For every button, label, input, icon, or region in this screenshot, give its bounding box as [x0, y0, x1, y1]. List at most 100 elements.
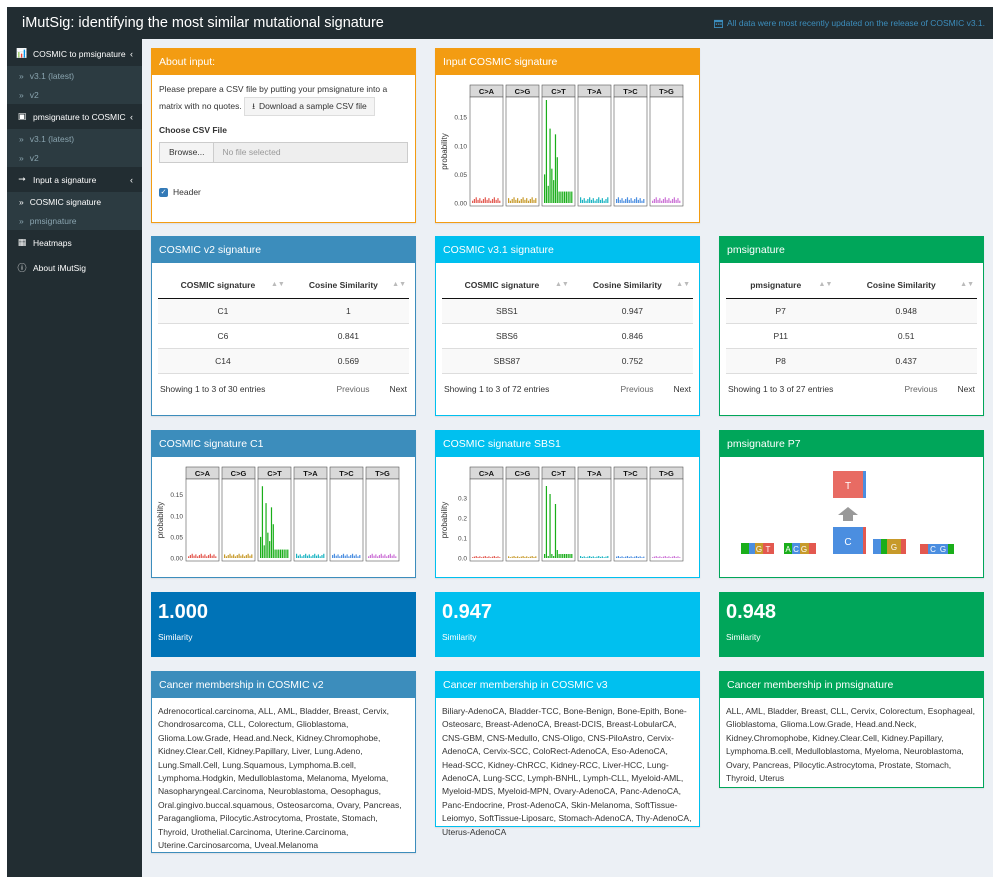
sidebar-subitem-pmsignature[interactable]: » pmsignature	[7, 211, 142, 230]
bar	[581, 199, 584, 203]
facet-panel	[613, 478, 648, 562]
bar	[657, 199, 659, 203]
table-row[interactable]: C6 0.841	[158, 323, 409, 349]
bar	[655, 556, 657, 558]
table-footer: Showing 1 to 3 of 30 entries Previous Nex…	[152, 376, 415, 402]
column-header-similarity[interactable]: Cosine Similarity ▲▼	[287, 273, 409, 299]
facet-label: C>T	[551, 469, 566, 478]
similarity-box-v31: 0.947 Similarity	[435, 592, 700, 657]
header-checkbox[interactable]: ✓	[159, 188, 168, 197]
bar	[484, 197, 486, 203]
bar	[551, 554, 553, 558]
column-header-similarity[interactable]: Cosine Similarity ▲▼	[571, 273, 693, 299]
column-header-similarity[interactable]: Cosine Similarity ▲▼	[835, 273, 977, 299]
bar	[305, 553, 307, 558]
table-row[interactable]: SBS6 0.846	[442, 323, 693, 349]
facet-panel	[293, 478, 328, 562]
bar	[675, 556, 677, 558]
previous-button[interactable]: Previous	[620, 383, 654, 394]
bar	[303, 555, 305, 558]
y-tick-label: 0.10	[170, 513, 183, 520]
file-name-field[interactable]: No file selected	[214, 142, 408, 163]
bar	[233, 554, 235, 558]
table-row[interactable]: SBS87 0.752	[442, 348, 693, 374]
bar	[486, 199, 488, 203]
bar	[664, 556, 666, 558]
sidebar-subitem-v31[interactable]: » v3.1 (latest)	[7, 66, 142, 85]
bar	[297, 555, 300, 558]
box-title: pmsignature P7	[720, 431, 983, 457]
facet-label: T>C	[623, 469, 638, 478]
bar	[495, 556, 497, 558]
table-row[interactable]: C1 1	[158, 298, 409, 324]
bar	[337, 554, 339, 558]
app-header: iMutSig: identifying the most similar mu…	[7, 7, 993, 39]
bar	[653, 198, 656, 203]
bar	[317, 554, 319, 558]
bar	[473, 198, 476, 203]
bar	[472, 557, 474, 558]
sidebar-subitem-v2[interactable]: » v2	[7, 148, 142, 167]
bar	[265, 503, 267, 558]
bar	[652, 557, 654, 558]
bar	[520, 556, 522, 558]
download-sample-button[interactable]: ⭳ Download a sample CSV file	[244, 97, 375, 116]
table-row[interactable]: P11 0.51	[726, 323, 977, 349]
sidebar-subitem-cosmic-signature[interactable]: » COSMIC signature	[7, 192, 142, 211]
table-row[interactable]: P7 0.948	[726, 298, 977, 324]
next-button[interactable]: Next	[673, 383, 691, 394]
cosmic-sbs1-plot-box: COSMIC signature SBS1 probability 0.0 0.1 0…	[435, 430, 700, 578]
table-row[interactable]: SBS1 0.947	[442, 298, 693, 324]
column-header-signature[interactable]: pmsignature ▲▼	[726, 273, 836, 299]
bar	[592, 198, 594, 203]
sidebar-item-cosmic-to-pmsignature[interactable]: 📊 COSMIC to pmsignature ‹	[7, 41, 142, 66]
box-title: Cancer membership in COSMIC v2	[152, 672, 415, 698]
bar	[592, 556, 594, 558]
bar	[637, 556, 639, 558]
bar	[387, 555, 390, 558]
previous-button[interactable]: Previous	[904, 383, 938, 394]
bar	[623, 557, 625, 558]
cosmic-v2-table: COSMIC signature ▲▼ Cosine Similarity ▲▼ C…	[158, 273, 409, 374]
bar	[553, 180, 555, 203]
next-button[interactable]: Next	[957, 383, 975, 394]
sidebar-subitem-v31[interactable]: » v3.1 (latest)	[7, 129, 142, 148]
table-row[interactable]: C14 0.569	[158, 348, 409, 374]
bar	[545, 486, 548, 558]
bar	[251, 554, 253, 558]
bar	[382, 555, 384, 558]
svg-text:G: G	[940, 545, 946, 554]
bar	[522, 556, 524, 558]
sidebar-subitem-v2[interactable]: » v2	[7, 85, 142, 104]
sidebar-item-heatmaps[interactable]: ▦ Heatmaps	[7, 230, 142, 255]
similarity-label: Similarity	[726, 632, 761, 642]
bar	[515, 199, 517, 203]
previous-button[interactable]: Previous	[336, 383, 370, 394]
sidebar-item-input-signature[interactable]: ➞ Input a signature ‹	[7, 167, 142, 192]
bar	[580, 556, 582, 558]
bar	[306, 555, 309, 558]
bar	[569, 554, 571, 558]
facet-panel	[469, 96, 504, 207]
facet-panel	[365, 478, 400, 562]
app-title: iMutSig: identifying the most similar mu…	[22, 15, 384, 31]
sidebar-item-label: pmsignature to COSMIC	[33, 111, 126, 122]
table-row[interactable]: P8 0.437	[726, 348, 977, 374]
bar	[556, 157, 558, 203]
column-header-signature[interactable]: COSMIC signature ▲▼	[158, 273, 288, 299]
column-header-signature[interactable]: COSMIC signature ▲▼	[442, 273, 572, 299]
next-button[interactable]: Next	[389, 383, 407, 394]
bar	[202, 555, 204, 558]
bar	[236, 555, 238, 558]
bar	[384, 554, 386, 558]
pmsignature-logo: T C G T A C G G C G	[741, 471, 954, 554]
download-icon: ⭳	[252, 101, 256, 111]
facet-label: T>A	[587, 469, 602, 478]
browse-button[interactable]: Browse...	[159, 142, 215, 163]
sidebar-item-about[interactable]: ⓘ About iMutSig	[7, 255, 142, 280]
bar	[668, 556, 670, 558]
bar	[621, 198, 623, 203]
bar	[655, 197, 657, 203]
sidebar-item-pmsignature-to-cosmic[interactable]: ▣ pmsignature to COSMIC ‹	[7, 104, 142, 129]
bar	[599, 199, 602, 203]
